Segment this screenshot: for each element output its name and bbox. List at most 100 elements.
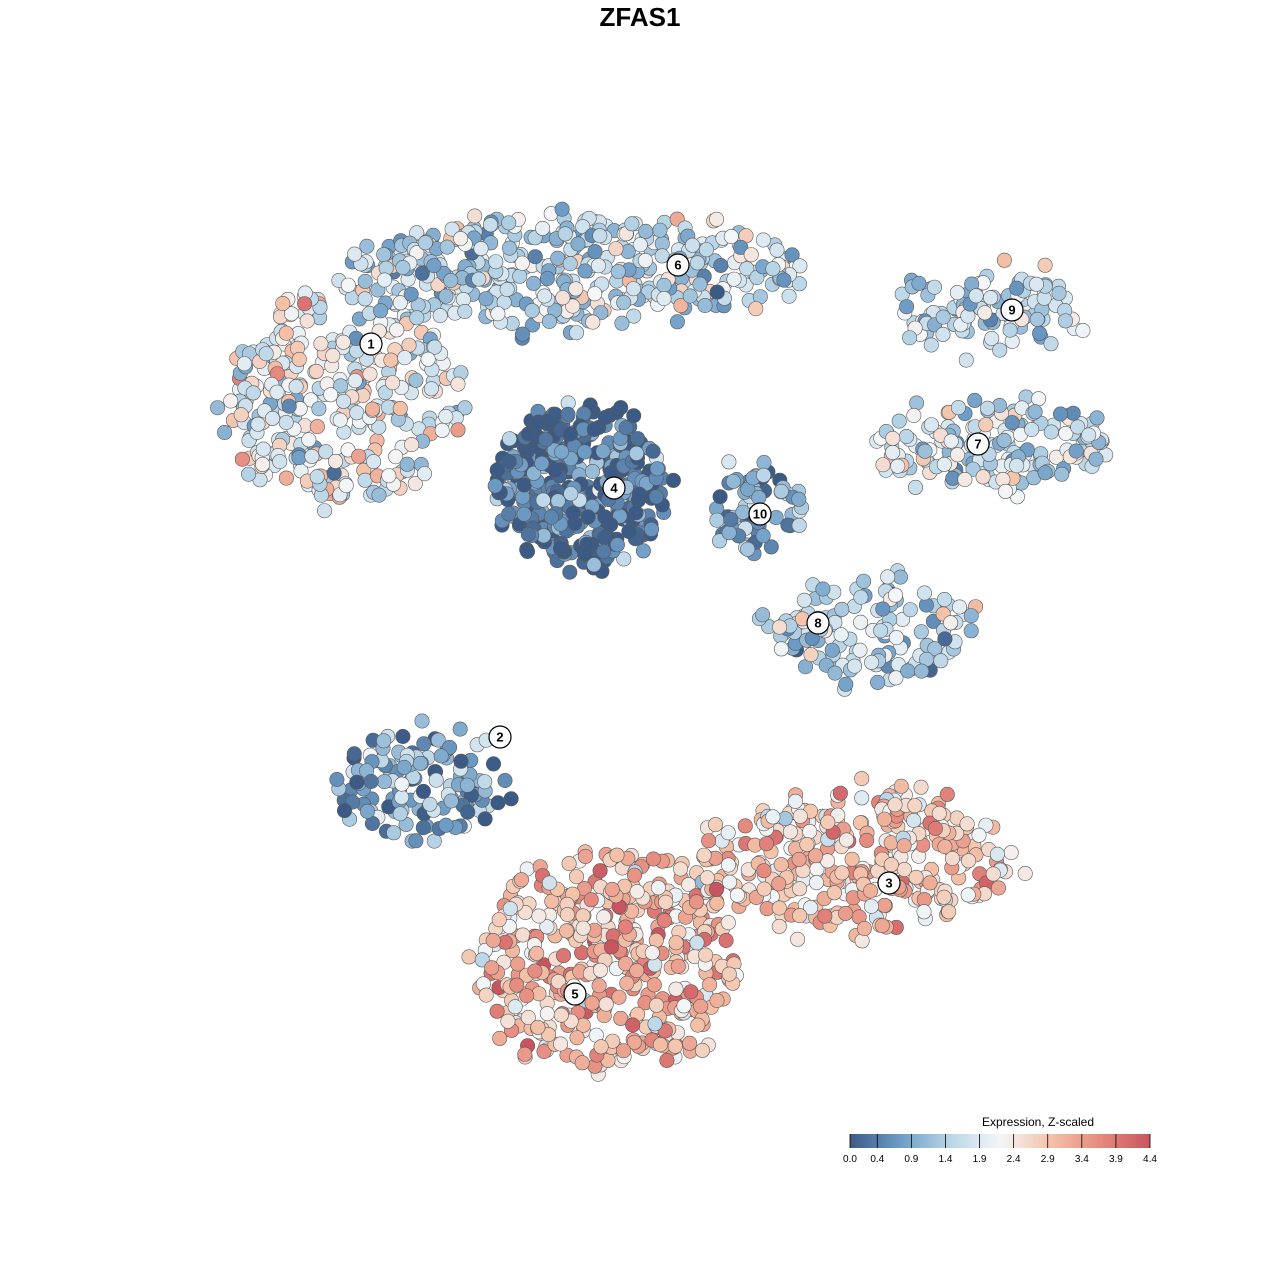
cell-point-cluster-6 xyxy=(514,255,530,271)
cell-point-cluster-3 xyxy=(863,898,879,914)
cell-point-cluster-6 xyxy=(656,290,672,306)
cell-point-cluster-7 xyxy=(957,471,973,487)
cell-point-cluster-3 xyxy=(961,853,977,869)
cell-point-cluster-1 xyxy=(399,456,415,472)
cell-point-cluster-2 xyxy=(438,817,454,833)
cell-point-cluster-4 xyxy=(552,540,568,556)
cell-point-cluster-2 xyxy=(430,732,446,748)
cell-point-cluster-3 xyxy=(874,918,890,934)
cell-point-cluster-6 xyxy=(514,326,530,342)
cell-point-cluster-10 xyxy=(791,517,807,533)
cell-point-cluster-5 xyxy=(659,1052,675,1068)
cell-point-cluster-1 xyxy=(336,393,352,409)
cell-point-cluster-2 xyxy=(443,793,459,809)
cell-point-cluster-7 xyxy=(1053,406,1069,422)
cell-point-cluster-6 xyxy=(791,276,807,292)
cell-point-cluster-6 xyxy=(723,229,739,245)
cell-point-cluster-3 xyxy=(913,779,929,795)
cluster-label-marker xyxy=(806,611,830,635)
cell-point-cluster-7 xyxy=(965,461,981,477)
cell-point-cluster-5 xyxy=(592,863,608,879)
cell-point-cluster-3 xyxy=(839,832,855,848)
cell-point-cluster-1 xyxy=(291,351,307,367)
cluster-label-1: 1 xyxy=(359,332,383,356)
cluster-label-marker xyxy=(748,502,772,526)
cell-point-cluster-5 xyxy=(720,915,736,931)
cell-point-cluster-8 xyxy=(900,663,916,679)
cell-point-cluster-8 xyxy=(864,654,880,670)
cell-point-cluster-2 xyxy=(359,803,375,819)
cell-point-cluster-3 xyxy=(907,798,923,814)
cell-point-cluster-1 xyxy=(278,325,294,341)
cell-point-cluster-8 xyxy=(803,647,819,663)
cell-point-cluster-7 xyxy=(1031,391,1047,407)
cell-point-cluster-3 xyxy=(944,850,960,866)
cell-point-cluster-6 xyxy=(592,228,608,244)
cell-point-cluster-7 xyxy=(898,428,914,444)
cell-point-cluster-6 xyxy=(781,288,797,304)
cell-point-cluster-3 xyxy=(756,881,772,897)
cell-point-cluster-8 xyxy=(796,592,812,608)
cell-point-cluster-6 xyxy=(568,281,584,297)
cell-point-cluster-6 xyxy=(652,222,668,238)
colorbar-title: Expression, Z-scaled xyxy=(982,1115,1094,1129)
cell-point-cluster-6 xyxy=(501,240,517,256)
cell-point-cluster-3 xyxy=(771,900,787,916)
cell-point-cluster-9 xyxy=(923,337,939,353)
cell-point-cluster-3 xyxy=(989,846,1005,862)
cell-point-cluster-5 xyxy=(559,907,575,923)
colorbar-tick-label: 0.4 xyxy=(870,1154,884,1165)
cell-point-cluster-4 xyxy=(626,408,642,424)
cell-point-cluster-6 xyxy=(376,272,392,288)
cell-point-cluster-4 xyxy=(487,478,503,494)
cell-point-cluster-5 xyxy=(569,1030,585,1046)
cell-point-cluster-6 xyxy=(755,232,771,248)
cell-point-cluster-3 xyxy=(960,887,976,903)
cell-point-cluster-4 xyxy=(597,530,613,546)
cluster-label-10: 10 xyxy=(748,502,772,526)
colorbar-tick-label: 1.4 xyxy=(939,1154,953,1165)
cell-point-cluster-1 xyxy=(309,419,325,435)
cell-point-cluster-5 xyxy=(718,932,734,948)
cell-point-cluster-3 xyxy=(799,836,815,852)
cell-point-cluster-6 xyxy=(713,257,729,273)
cell-point-cluster-5 xyxy=(647,1016,663,1032)
cluster-label-text: 6 xyxy=(674,258,681,273)
cell-point-cluster-6 xyxy=(587,286,603,302)
cell-point-cluster-4 xyxy=(501,453,517,469)
cell-point-cluster-6 xyxy=(608,241,624,257)
cell-point-cluster-1 xyxy=(388,449,404,465)
cell-point-cluster-6 xyxy=(673,298,689,314)
cell-point-cluster-1 xyxy=(275,295,291,311)
cell-point-cluster-8 xyxy=(873,623,889,639)
cell-point-cluster-1 xyxy=(241,466,257,482)
cell-point-cluster-5 xyxy=(520,1009,536,1025)
cluster-label-9: 9 xyxy=(1000,298,1024,322)
cell-point-cluster-2 xyxy=(412,755,428,771)
cell-point-cluster-10 xyxy=(712,489,728,505)
cell-point-cluster-3 xyxy=(737,818,753,834)
cell-point-cluster-3 xyxy=(826,885,842,901)
cell-point-cluster-3 xyxy=(883,857,899,873)
cell-point-cluster-7 xyxy=(1081,427,1097,443)
cell-point-cluster-8 xyxy=(916,585,932,601)
cluster-label-marker xyxy=(563,982,587,1006)
cell-point-cluster-2 xyxy=(490,795,506,811)
cell-point-cluster-4 xyxy=(596,543,612,559)
cell-point-cluster-1 xyxy=(335,334,351,350)
cell-point-cluster-5 xyxy=(603,939,619,955)
cell-point-cluster-5 xyxy=(668,935,684,951)
cell-point-cluster-8 xyxy=(852,642,868,658)
cell-point-cluster-10 xyxy=(709,512,725,528)
cell-point-cluster-3 xyxy=(722,874,738,890)
cell-point-cluster-8 xyxy=(927,641,943,657)
cell-point-cluster-1 xyxy=(364,401,380,417)
colorbar-gradient xyxy=(850,1134,1150,1148)
cell-point-cluster-7 xyxy=(907,479,923,495)
cell-point-cluster-5 xyxy=(694,1042,710,1058)
cell-point-cluster-4 xyxy=(586,421,602,437)
cell-point-cluster-8 xyxy=(880,569,896,585)
cell-point-cluster-5 xyxy=(625,1017,641,1033)
cluster-label-text: 7 xyxy=(974,437,981,452)
cell-point-cluster-2 xyxy=(453,753,469,769)
